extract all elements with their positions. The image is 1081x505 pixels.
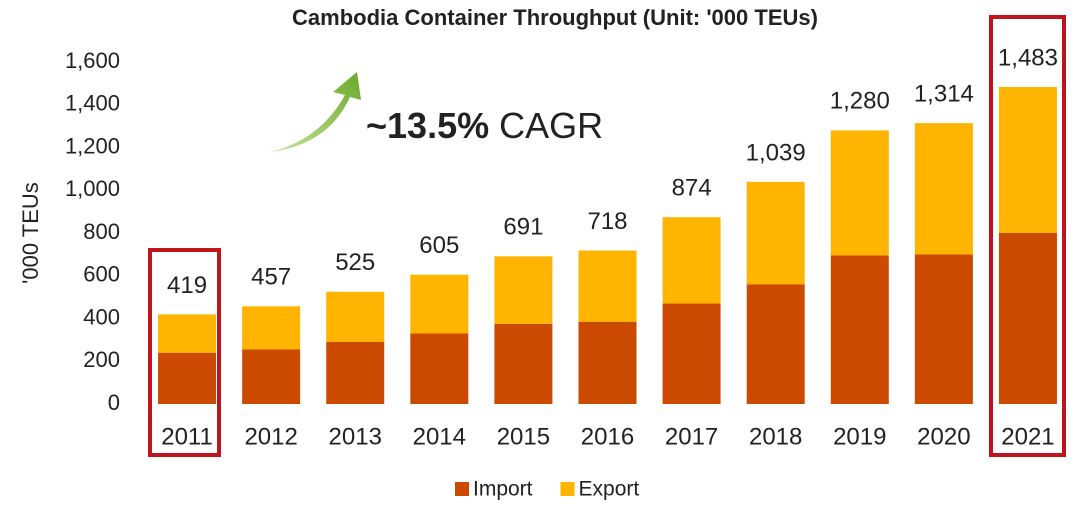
bar-segment <box>326 342 385 404</box>
annotation-text: CAGR <box>499 105 603 146</box>
y-tick-label: 400 <box>83 304 120 329</box>
y-axis-label: '000 TEUs <box>18 182 43 284</box>
total-label: 874 <box>672 175 712 202</box>
legend-swatch <box>455 482 469 496</box>
total-label: 1,314 <box>914 80 974 107</box>
y-tick-label: 1,200 <box>65 133 120 158</box>
x-tick-label: 2014 <box>413 423 466 450</box>
x-tick-label: 2020 <box>917 423 970 450</box>
x-tick-label: 2013 <box>329 423 382 450</box>
bar-segment <box>494 323 553 404</box>
highlight-box <box>148 248 221 457</box>
x-tick-label: 2016 <box>581 423 634 450</box>
bar-segment <box>158 314 217 353</box>
x-tick-label: 2019 <box>833 423 886 450</box>
annotation-bold: ~13.5% <box>366 105 489 146</box>
total-label: 605 <box>419 232 459 259</box>
y-tick-label: 1,400 <box>65 91 120 116</box>
x-tick-label: 2017 <box>665 423 718 450</box>
x-tick-label: 2015 <box>497 423 550 450</box>
legend-label: Import <box>473 478 533 501</box>
y-tick-label: 0 <box>108 390 120 415</box>
x-tick-label: 2018 <box>749 423 802 450</box>
bar-segment <box>998 233 1057 404</box>
total-label: 1,039 <box>746 139 806 166</box>
y-tick-label: 1,600 <box>65 48 120 73</box>
legend-label: Export <box>579 478 640 501</box>
y-tick-label: 1,000 <box>65 176 120 201</box>
total-label: 718 <box>587 208 627 235</box>
y-tick-label: 800 <box>83 219 120 244</box>
bar-segment <box>578 321 637 404</box>
bar-segment <box>494 256 553 324</box>
bar-segment <box>242 306 301 350</box>
total-label: 525 <box>335 249 375 276</box>
bar-segment <box>242 349 301 404</box>
legend-swatch <box>560 482 575 496</box>
bar-segment <box>746 284 805 404</box>
bar-segment <box>410 274 469 334</box>
total-label: 1,280 <box>830 88 890 115</box>
total-label: 457 <box>251 264 291 291</box>
y-tick-label: 200 <box>83 347 120 372</box>
highlight-box <box>989 15 1066 457</box>
bar-segment <box>158 352 217 404</box>
x-tick-label: 2021 <box>1001 423 1054 450</box>
total-label: 1,483 <box>998 44 1058 71</box>
bar-segment <box>914 254 973 404</box>
annotation: ~13.5% CAGR <box>366 105 603 146</box>
bar-segment <box>830 130 889 256</box>
bar-segment <box>326 291 385 343</box>
bar-segment <box>998 87 1057 233</box>
chart-title: Cambodia Container Throughput (Unit: '00… <box>292 5 818 30</box>
bar-segment <box>410 333 469 404</box>
bar-segment <box>746 181 805 285</box>
x-tick-label: 2012 <box>244 423 297 450</box>
bar-segment <box>662 303 721 404</box>
x-tick-label: 2011 <box>161 423 213 450</box>
bar-segment <box>662 217 721 304</box>
total-label: 691 <box>503 214 543 241</box>
y-tick-label: 600 <box>83 262 120 287</box>
bar-segment <box>830 255 889 404</box>
bar-segment <box>578 250 637 322</box>
total-label: 419 <box>167 272 207 299</box>
bar-segment <box>914 123 973 255</box>
growth-arrow <box>270 72 361 152</box>
